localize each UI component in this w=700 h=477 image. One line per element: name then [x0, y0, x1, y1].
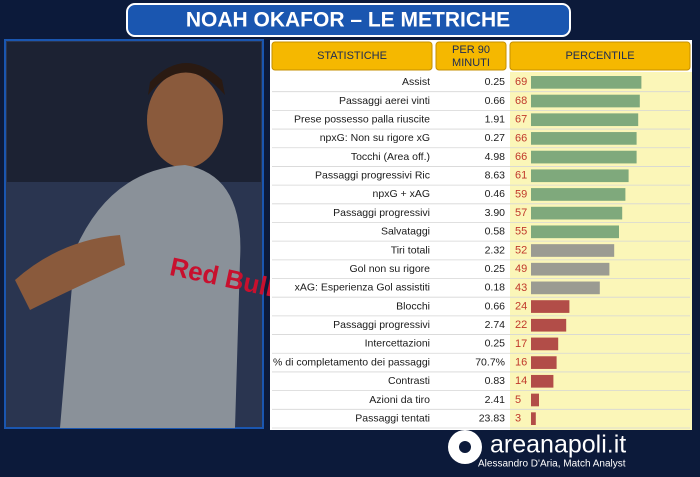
stat-label: Azioni da tiro — [369, 394, 430, 406]
title: NOAH OKAFOR – LE METRICHE — [186, 9, 510, 32]
percentile-bar — [531, 300, 570, 313]
per90-value: 0.18 — [485, 282, 506, 294]
percentile-value: 68 — [515, 95, 527, 107]
per90-value: 0.25 — [485, 76, 506, 88]
percentile-bar — [531, 337, 559, 351]
header-label: PERCENTILE — [565, 50, 634, 62]
per90-value: 4.98 — [485, 151, 506, 163]
percentile-bar — [531, 94, 640, 108]
percentile-bar — [531, 113, 639, 127]
per90-value: 0.46 — [485, 188, 506, 200]
percentile-value: 5 — [515, 394, 521, 406]
stat-label: Passaggi progressivi — [333, 207, 430, 219]
percentile-value: 59 — [515, 188, 527, 200]
stat-label: Prese possesso palla riuscite — [294, 113, 430, 125]
stat-label: Passaggi tentati — [355, 412, 430, 424]
stat-label: xAG: Esperienza Gol assistiti — [295, 282, 430, 294]
percentile-bar — [531, 132, 637, 145]
percentile-value: 3 — [515, 413, 521, 425]
percentile-bar — [531, 412, 536, 425]
percentile-bar — [531, 281, 600, 295]
header-label: STATISTICHE — [317, 50, 387, 62]
per90-value: 0.25 — [485, 338, 506, 350]
logo-ball-patch — [459, 441, 471, 453]
percentile-bar — [531, 318, 567, 332]
percentile-bar — [531, 393, 539, 407]
stat-label: Tiri totali — [391, 244, 430, 256]
stat-label: % di completamento dei passaggi — [273, 356, 430, 368]
percentile-value: 69 — [515, 76, 527, 88]
stat-label: Contrasti — [388, 375, 430, 387]
percentile-bar — [531, 374, 554, 388]
header-cell — [271, 41, 433, 71]
percentile-bar — [531, 150, 637, 164]
stat-label: Tocchi (Area off.) — [351, 151, 430, 163]
percentile-bar — [531, 244, 615, 257]
per90-value: 2.41 — [485, 394, 506, 406]
percentile-bar — [531, 169, 629, 183]
per90-value: 0.83 — [485, 375, 506, 387]
percentile-value: 57 — [515, 207, 527, 219]
stat-label: Intercettazioni — [365, 338, 430, 350]
percentile-value: 14 — [515, 375, 527, 387]
percentile-bar — [531, 76, 642, 89]
stat-label: npxG: Non su rigore xG — [320, 132, 430, 144]
percentile-value: 52 — [515, 244, 527, 256]
percentile-bar — [531, 262, 610, 276]
per90-value: 0.66 — [485, 300, 506, 312]
stat-label: Passaggi aerei vinti — [339, 95, 430, 107]
per90-value: 0.27 — [485, 132, 506, 144]
header-cell — [509, 41, 691, 71]
percentile-value: 22 — [515, 319, 527, 331]
header-cell — [435, 41, 507, 71]
header-label: PER 90 MINUTI — [452, 44, 490, 69]
percentile-value: 67 — [515, 114, 527, 126]
brand: areanapoli.it — [490, 431, 626, 459]
per90-value: 0.58 — [485, 226, 506, 238]
percentile-bar — [531, 225, 619, 239]
stat-label: Passaggi progressivi Ric — [315, 170, 430, 182]
per90-value: 2.74 — [485, 319, 506, 331]
percentile-value: 49 — [515, 263, 527, 275]
percentile-value: 17 — [515, 338, 527, 350]
per90-value: 0.25 — [485, 263, 506, 275]
percentile-value: 66 — [515, 151, 527, 163]
title-banner — [126, 3, 571, 37]
percentile-value: 24 — [515, 300, 527, 312]
per90-value: 70.7% — [475, 356, 505, 368]
percentile-bar — [531, 206, 623, 220]
percentile-value: 16 — [515, 357, 527, 369]
stat-label: Gol non su rigore — [349, 263, 430, 275]
stat-label: Salvataggi — [381, 226, 430, 238]
photo: Red Bull — [4, 39, 277, 429]
percentile-value: 43 — [515, 282, 527, 294]
author: Alessandro D'Aria, Match Analyst — [478, 459, 626, 470]
stat-label: npxG + xAG — [373, 188, 430, 200]
percentile-value: 66 — [515, 132, 527, 144]
per90-value: 8.63 — [485, 170, 506, 182]
per90-value: 23.83 — [479, 412, 505, 424]
percentile-bar — [531, 356, 557, 369]
per90-value: 1.91 — [485, 113, 506, 125]
percentile-value: 55 — [515, 226, 527, 238]
per90-value: 3.90 — [485, 207, 506, 219]
per90-value: 0.66 — [485, 95, 506, 107]
stat-label: Blocchi — [396, 300, 430, 312]
percentile-value: 61 — [515, 170, 527, 182]
stat-label: Passaggi progressivi — [333, 319, 430, 331]
per90-value: 2.32 — [485, 244, 506, 256]
percentile-bar — [531, 188, 626, 201]
stat-label: Assist — [402, 76, 430, 88]
